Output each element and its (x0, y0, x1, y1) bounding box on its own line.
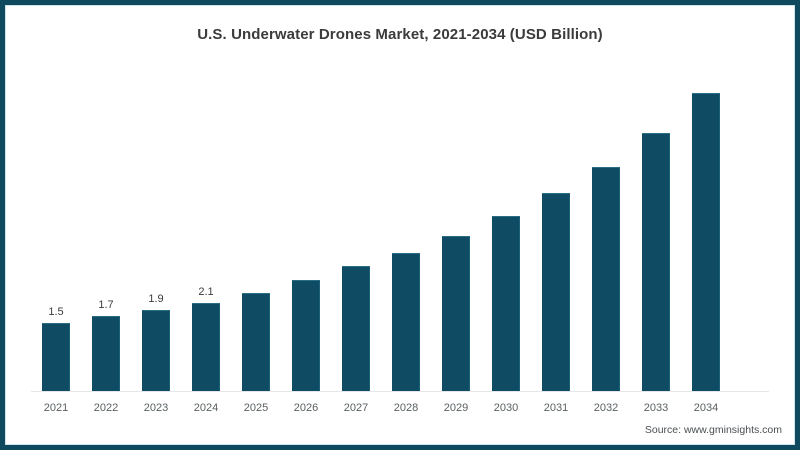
bar-slot (581, 66, 631, 391)
bar-slot (281, 66, 331, 391)
bar-slot (681, 66, 731, 391)
bar-slot (381, 66, 431, 391)
x-tick-2025: 2025 (243, 402, 269, 414)
x-tick-2026: 2026 (293, 402, 319, 414)
x-tick-2027: 2027 (343, 402, 369, 414)
bar-2030[interactable] (492, 216, 520, 391)
bar-slot (631, 66, 681, 391)
x-tick-2033: 2033 (643, 402, 669, 414)
bar-slot (231, 66, 281, 391)
plot-area: 1.5 1.7 1.9 2.1 (31, 66, 771, 391)
bar-slot (531, 66, 581, 391)
bar-value-label-2023: 1.9 (148, 293, 164, 305)
bar-2027[interactable] (342, 266, 370, 391)
source-attribution: Source: www.gminsights.com (644, 424, 782, 436)
bar-slot (431, 66, 481, 391)
bar-value-label-2024: 2.1 (198, 286, 214, 298)
x-tick-2031: 2031 (543, 402, 569, 414)
x-tick-2022: 2022 (93, 402, 119, 414)
x-tick-2034: 2034 (693, 402, 719, 414)
bar-2023[interactable] (142, 310, 170, 391)
bar-2026[interactable] (292, 280, 320, 391)
bar-value-label-2022: 1.7 (98, 299, 114, 311)
x-axis-baseline (31, 391, 769, 392)
bar-2022[interactable] (92, 316, 120, 391)
x-tick-2028: 2028 (393, 402, 419, 414)
bar-value-label-2021: 1.5 (48, 306, 64, 318)
x-tick-2023: 2023 (143, 402, 169, 414)
bar-slot: 2.1 (181, 66, 231, 391)
x-axis-labels: 2021 2022 2023 2024 2025 2026 2027 2028 2029 2030… (31, 402, 771, 422)
bar-2033[interactable] (642, 133, 670, 391)
x-tick-2030: 2030 (493, 402, 519, 414)
bar-slot (481, 66, 531, 391)
bar-2031[interactable] (542, 193, 570, 391)
bar-2028[interactable] (392, 253, 420, 391)
bar-2029[interactable] (442, 236, 470, 391)
bar-2024[interactable] (192, 303, 220, 391)
x-tick-2032: 2032 (593, 402, 619, 414)
x-tick-2021: 2021 (43, 402, 69, 414)
chart-canvas: U.S. Underwater Drones Market, 2021-2034… (5, 5, 795, 445)
x-tick-2029: 2029 (443, 402, 469, 414)
bar-slot: 1.9 (131, 66, 181, 391)
bar-slot (331, 66, 381, 391)
bar-slot: 1.5 (31, 66, 81, 391)
bar-slot: 1.7 (81, 66, 131, 391)
bar-2025[interactable] (242, 293, 270, 391)
chart-title: U.S. Underwater Drones Market, 2021-2034… (197, 26, 603, 43)
bar-2034[interactable] (692, 93, 720, 391)
bar-2032[interactable] (592, 167, 620, 391)
x-tick-2024: 2024 (193, 402, 219, 414)
bar-2021[interactable] (42, 323, 70, 391)
